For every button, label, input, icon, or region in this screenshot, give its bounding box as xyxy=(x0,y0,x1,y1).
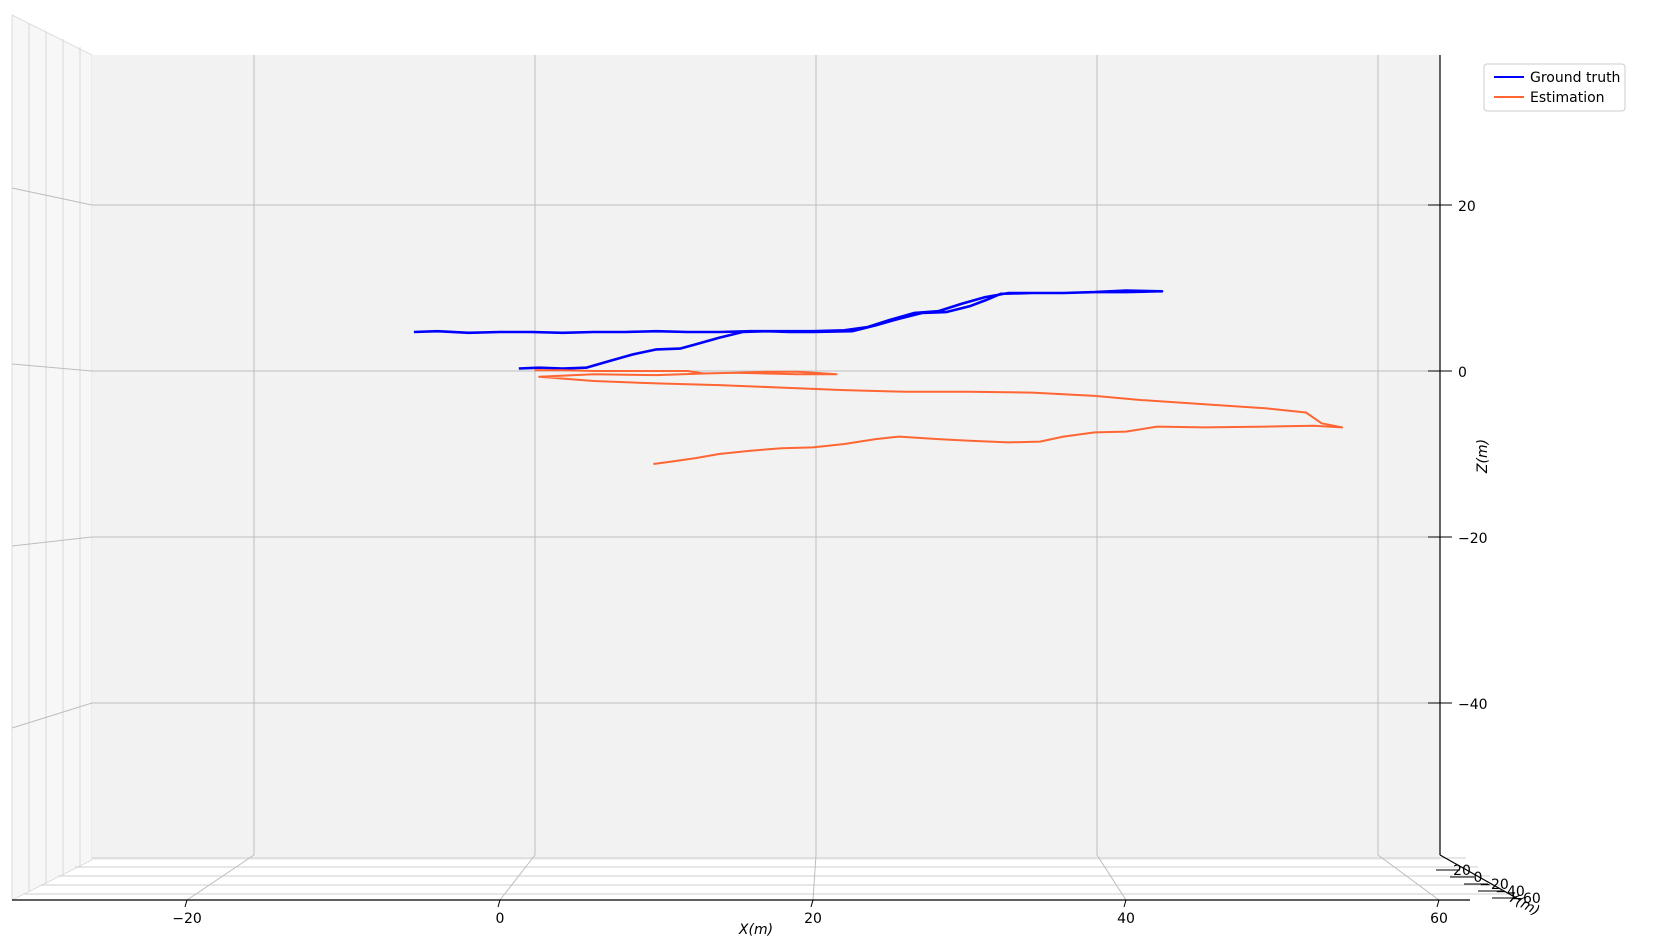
side-gridline xyxy=(11,363,93,372)
floor-gridline xyxy=(1377,854,1440,901)
z-tick-label: 0 xyxy=(1458,365,1467,381)
floor-pane-lines xyxy=(24,23,1514,895)
series-line-estimation xyxy=(534,369,1343,465)
side-pane-grid xyxy=(11,187,93,729)
side-gridline xyxy=(11,536,93,547)
back-pane xyxy=(92,55,1440,860)
x-tick-mark xyxy=(1436,899,1440,908)
back-pane-grid xyxy=(92,55,1440,855)
z-axis-ticks: −40 −20 0 20 xyxy=(1428,199,1488,713)
x-tick-mark xyxy=(184,899,188,908)
z-axis-label: Z(m) xyxy=(1475,439,1491,474)
x-axis-label: X(m) xyxy=(738,922,773,936)
x-tick-label: 0 xyxy=(496,911,505,927)
y-axis-ticks: 20 0−20−40−60 xyxy=(1436,863,1541,907)
x-tick-label: 60 xyxy=(1430,911,1448,927)
legend-label-estimation: Estimation xyxy=(1530,90,1605,106)
x-axis-ticks: −20 0 20 40 60 xyxy=(172,899,1448,927)
floor-gridline xyxy=(812,854,817,901)
y-axis-line xyxy=(1439,854,1521,901)
series-line-ground-truth xyxy=(413,289,1164,370)
y-tick-label: −60 xyxy=(1511,891,1541,907)
series-layer xyxy=(413,289,1343,465)
z-tick-label: −20 xyxy=(1458,531,1488,547)
floor-gridline xyxy=(186,854,255,901)
floor-gridline xyxy=(499,854,536,901)
z-tick-label: 20 xyxy=(1458,199,1476,215)
floor-gridline xyxy=(1096,854,1127,901)
y-tick-label: 20 xyxy=(1453,863,1471,879)
x-tick-label: −20 xyxy=(172,911,202,927)
x-tick-mark xyxy=(497,899,501,908)
y-tick-label: −40 xyxy=(1495,884,1525,900)
z-tick-label: −40 xyxy=(1458,697,1488,713)
x-tick-label: 40 xyxy=(1117,911,1135,927)
x-tick-mark xyxy=(1123,899,1127,908)
legend-box xyxy=(1483,63,1626,112)
side-gridline xyxy=(11,702,93,729)
x-tick-label: 20 xyxy=(804,911,822,927)
legend-label-ground-truth: Ground truth xyxy=(1530,70,1620,86)
y-tick-label: −20 xyxy=(1479,877,1509,893)
x-tick-mark xyxy=(810,899,814,908)
y-tick-label: 0 xyxy=(1474,870,1483,886)
floor-pane-grid xyxy=(186,854,1440,901)
side-gridline xyxy=(11,187,93,206)
legend: Ground truth Estimation xyxy=(1483,63,1626,112)
